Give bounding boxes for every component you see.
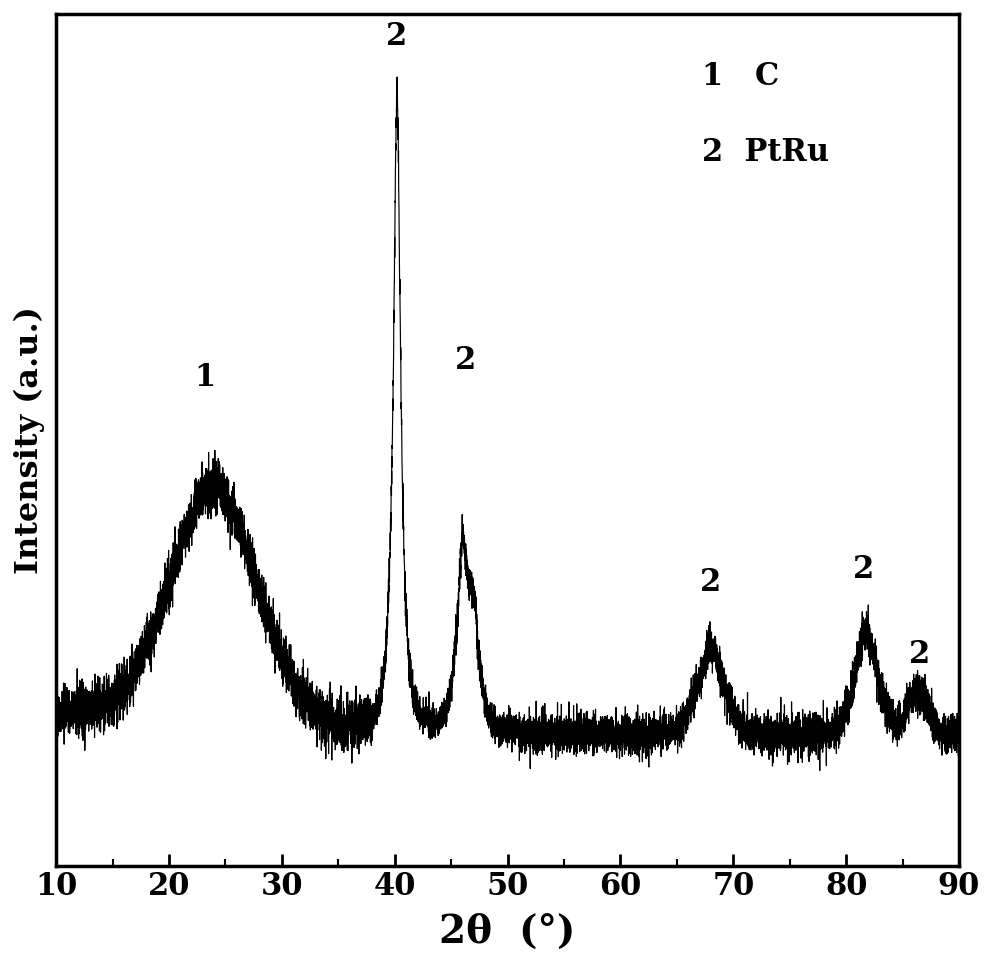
- Text: 2  PtRu: 2 PtRu: [702, 137, 829, 169]
- Text: 2: 2: [853, 554, 874, 585]
- X-axis label: 2θ  (°): 2θ (°): [439, 913, 576, 951]
- Text: 2: 2: [387, 21, 408, 52]
- Text: 2: 2: [700, 566, 722, 597]
- Text: 2: 2: [909, 639, 930, 670]
- Text: 1: 1: [195, 362, 216, 393]
- Y-axis label: Intensity (a.u.): Intensity (a.u.): [14, 306, 45, 574]
- Text: 1   C: 1 C: [702, 61, 779, 92]
- Text: 2: 2: [455, 345, 476, 376]
